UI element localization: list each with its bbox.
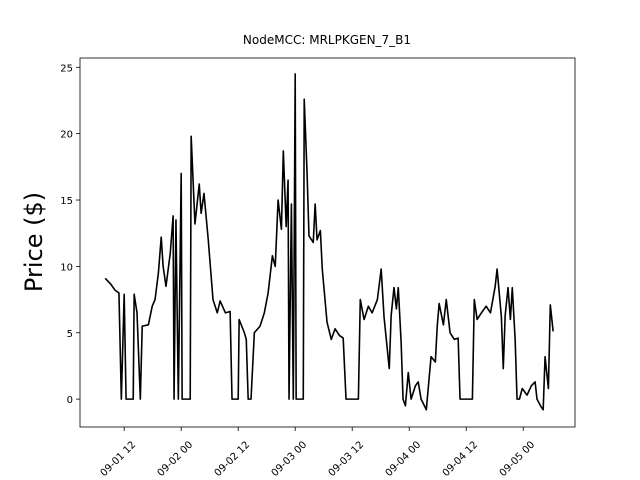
y-tick-label: 0	[67, 395, 73, 406]
price-line	[104, 73, 554, 411]
y-tick-label: 10	[60, 262, 73, 273]
y-tick-label: 25	[60, 63, 73, 74]
x-tick-label: 09-04 00	[384, 439, 424, 479]
chart-title: NodeMCC: MRLPKGEN_7_B1	[243, 33, 411, 47]
x-tick-label: 09-03 00	[270, 439, 310, 479]
y-tick-label: 15	[60, 196, 73, 207]
plot-frame	[79, 57, 576, 428]
x-tick-label: 09-02 12	[213, 439, 253, 479]
x-tick-label: 09-01 12	[99, 439, 139, 479]
y-tick-label: 20	[60, 130, 73, 141]
x-tick-label: 09-03 12	[327, 439, 367, 479]
y-axis-label: Price ($)	[20, 192, 48, 292]
x-tick-label: 09-04 12	[441, 439, 481, 479]
x-tick-label: 09-02 00	[156, 439, 196, 479]
x-tick-label: 09-05 00	[498, 439, 538, 479]
y-tick-label: 5	[67, 329, 73, 340]
